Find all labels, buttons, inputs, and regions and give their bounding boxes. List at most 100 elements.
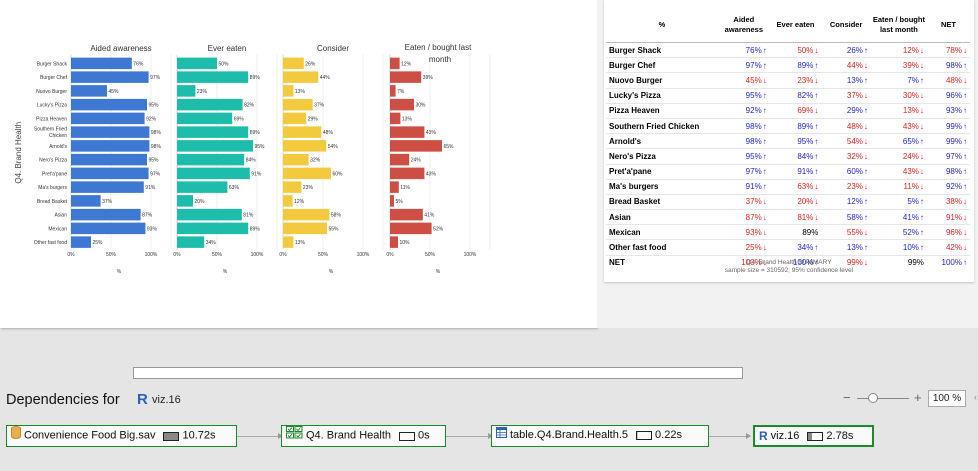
dependency-connector	[446, 436, 489, 437]
table-row: Burger Shack 76%↑ 50%↓ 26%↑ 12%↓ 78%↓	[606, 41, 970, 58]
data-label: 30%	[416, 103, 427, 109]
arrow-down-icon: ↓	[863, 151, 868, 161]
table-cell: 12%↑	[821, 193, 871, 210]
data-label: 12%	[294, 199, 305, 205]
zoom-slider-track[interactable]	[857, 398, 909, 399]
horizontal-scrollbar[interactable]	[133, 367, 743, 379]
table-row: Ma's burgers 91%↑ 63%↓ 23%↓ 11%↓ 92%↑	[606, 178, 970, 195]
zoom-out-button[interactable]: −	[843, 390, 851, 405]
table-cell: 12%↓	[870, 41, 927, 58]
dependency-node-data-file[interactable]: Convenience Food Big.sav 10.72s	[6, 425, 237, 447]
arrow-down-icon: ↓	[963, 75, 967, 85]
data-label: 76%	[133, 61, 144, 67]
cell-value: 98%	[945, 60, 962, 70]
cell-value: 93%	[745, 227, 762, 237]
node-timing-bar	[807, 432, 824, 441]
category-label: Nero's Pizza	[39, 158, 67, 164]
cell-value: 34%	[797, 243, 814, 253]
cell-value: 20%	[797, 197, 814, 207]
table-cell: 10%↑	[870, 239, 927, 256]
data-label: 5%	[396, 199, 404, 205]
x-tick-label: 0%	[279, 252, 287, 258]
arrow-down-icon: ↓	[919, 106, 924, 116]
arrow-up-icon: ↑	[863, 243, 868, 253]
arrow-up-icon: ↑	[762, 151, 767, 161]
data-label: 25%	[93, 240, 104, 246]
bar	[390, 153, 410, 166]
data-label: 98%	[151, 144, 162, 150]
bar	[283, 112, 307, 125]
table-footer-note: sample size = 310592; 95% confidence lev…	[724, 267, 854, 274]
row-label: Bread Basket	[606, 193, 718, 210]
table-cell: 98%↑	[926, 163, 970, 180]
bar	[283, 153, 309, 166]
zoom-slider-handle[interactable]	[868, 393, 878, 403]
bar	[177, 195, 193, 207]
arrow-up-icon: ↑	[963, 167, 967, 177]
x-tick-label: 0%	[67, 252, 75, 258]
arrow-down-icon: ↓	[963, 243, 967, 253]
arrow-up-icon: ↑	[762, 60, 767, 70]
cell-value: 50%	[797, 45, 814, 55]
data-label: 32%	[310, 158, 321, 164]
data-label: 81%	[243, 213, 254, 219]
brand-health-chart[interactable]: Q4. Brand Health Burger Shack Burger Chef N…	[0, 0, 597, 290]
x-tick-label: 100%	[251, 252, 264, 258]
cell-value: 13%	[902, 106, 919, 116]
data-label: 23%	[197, 89, 208, 95]
table-cell: 100%↑	[769, 254, 822, 270]
data-label: 50%	[219, 61, 230, 67]
bar	[177, 126, 249, 138]
data-label: 45%	[109, 89, 120, 95]
cell-value: 76%	[745, 45, 762, 55]
cell-value: 98%	[745, 136, 762, 146]
x-tick-label: 50%	[106, 252, 117, 258]
table-row: Pizza Heaven 92%↑ 69%↓ 29%↑ 13%↓ 93%↑	[606, 102, 970, 119]
arrow-up-icon: ↑	[762, 121, 767, 131]
dependency-node-question[interactable]: Q4. Brand Health 0s	[281, 425, 446, 447]
node-time: 0.22s	[655, 429, 682, 441]
cell-value: 89%	[802, 227, 819, 237]
row-label: Mexican	[606, 224, 718, 240]
dependency-connector	[709, 436, 747, 437]
cell-value: 97%	[945, 151, 962, 161]
table-cell: 89%↑	[769, 117, 822, 134]
table-cell: 13%↑	[821, 239, 871, 256]
cell-value: 12%	[846, 197, 863, 207]
bar	[390, 181, 399, 193]
row-label: Pret'a'pane	[606, 163, 718, 180]
arrow-down-icon: ↓	[919, 60, 924, 70]
zoom-in-button[interactable]: +	[914, 390, 922, 405]
dependency-arrow	[278, 433, 283, 439]
dependency-node-table[interactable]: table.Q4.Brand.Health.5 0.22s	[491, 425, 709, 447]
table-cell: 24%↓	[870, 148, 927, 164]
bar	[177, 222, 249, 235]
arrow-down-icon: ↓	[863, 182, 868, 192]
arrow-down-icon: ↓	[863, 121, 868, 131]
cell-value: 58%	[846, 212, 863, 222]
arrow-down-icon: ↓	[863, 60, 868, 70]
node-time: 10.72s	[182, 429, 216, 442]
table-footer: Q4. Brand Health SUMMARY sample size = 3…	[604, 259, 974, 275]
zoom-level-field[interactable]: 100 %	[928, 390, 966, 407]
cell-value: 95%	[797, 136, 814, 146]
data-label: 60%	[333, 171, 344, 177]
data-label: 97%	[150, 171, 161, 177]
table-cell: 30%↓	[870, 87, 927, 104]
table-body: Burger Shack 76%↑ 50%↓ 26%↑ 12%↓ 78%↓ Burger C…	[606, 41, 970, 270]
category-label: Mexican	[48, 226, 67, 232]
x-tick-label: 50%	[318, 252, 329, 258]
table-cell: 45%↓	[718, 72, 770, 89]
data-label: 34%	[206, 240, 217, 246]
data-label: 13%	[295, 240, 306, 246]
x-tick-label: 100%	[464, 252, 477, 258]
collapse-chevron-icon[interactable]: ‹	[974, 392, 977, 402]
row-label: Pizza Heaven	[606, 102, 718, 119]
data-label: 39%	[423, 75, 434, 81]
arrow-down-icon: ↓	[963, 227, 967, 237]
table-cell: 99%↑	[926, 117, 970, 134]
x-axis-label: %	[436, 269, 441, 275]
category-label: Southern Fried	[34, 127, 67, 133]
table-cell: 97%↑	[718, 163, 770, 180]
